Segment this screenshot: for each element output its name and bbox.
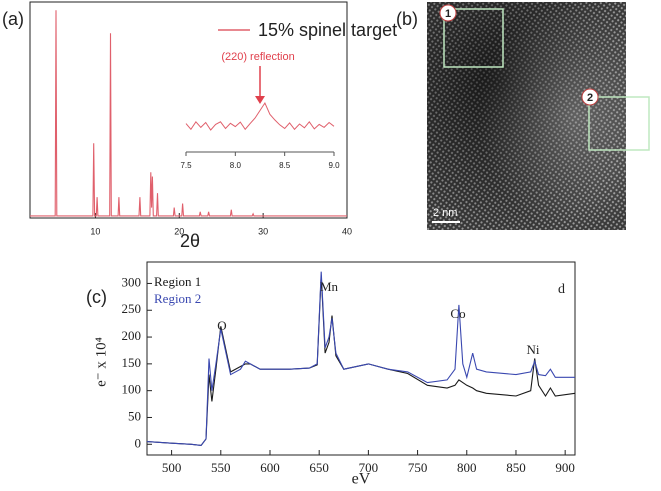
region-marker <box>581 88 599 106</box>
x-tick-label: 550 <box>211 460 231 475</box>
plot-frame <box>146 261 576 456</box>
scale-bar-label: 2 nm <box>433 207 457 219</box>
x-tick-label: 8.5 <box>279 161 291 170</box>
legend-label: 15% spinel target <box>258 20 397 40</box>
y-tick-label: 150 <box>122 355 142 370</box>
x-tick-label: 40 <box>342 226 352 236</box>
y-tick-label: 300 <box>122 274 142 289</box>
data-line <box>185 101 335 131</box>
panel-b <box>427 2 650 230</box>
panel-label: (c) <box>86 287 107 307</box>
region-box <box>588 96 650 151</box>
x-tick-label: 650 <box>309 460 329 475</box>
annotation: (220) reflection <box>221 51 294 63</box>
y-tick-label: 100 <box>122 382 142 397</box>
region-marker <box>439 4 457 22</box>
peak-label: Ni <box>527 342 540 357</box>
x-axis-label: 2θ <box>180 231 200 251</box>
y-tick-label: 50 <box>128 408 141 423</box>
x-tick-label: 30 <box>258 226 268 236</box>
x-tick-label: 700 <box>359 460 379 475</box>
x-tick-label: 20 <box>174 226 184 236</box>
y-tick-label: 250 <box>122 301 142 316</box>
x-tick-label: 7.5 <box>180 161 192 170</box>
y-axis-label: e⁻ x 10⁴ <box>93 337 109 387</box>
x-tick-label: 800 <box>457 460 477 475</box>
x-axis-label: eV <box>352 471 371 488</box>
x-tick-label: 500 <box>162 460 182 475</box>
x-tick-label: 600 <box>260 460 280 475</box>
legend-label: Region 2 <box>154 291 201 306</box>
image-shading <box>427 2 626 230</box>
x-tick-label: 750 <box>408 460 428 475</box>
data-line <box>30 10 347 217</box>
panel-label: (a) <box>2 9 24 29</box>
x-tick-label: 900 <box>555 460 575 475</box>
data-line <box>146 275 576 446</box>
y-tick-label: 0 <box>135 435 142 450</box>
legend-label: Region 1 <box>154 274 201 289</box>
x-tick-label: 9.0 <box>328 161 340 170</box>
corner-label: d <box>558 282 565 297</box>
region-box <box>443 8 504 68</box>
peak-label: O <box>217 318 226 333</box>
panel-label: (b) <box>396 9 418 29</box>
y-tick-label: 200 <box>122 328 142 343</box>
peak-label: Co <box>450 306 465 321</box>
annotation-arrowhead <box>255 96 265 104</box>
plot-frame <box>29 1 348 219</box>
peak-label: Mn <box>320 279 339 294</box>
x-tick-label: 8.0 <box>230 161 242 170</box>
x-tick-label: 10 <box>90 226 100 236</box>
region-label: 1 <box>445 8 451 20</box>
region-label: 2 <box>587 92 593 104</box>
x-tick-label: 850 <box>506 460 526 475</box>
data-line <box>146 271 575 446</box>
